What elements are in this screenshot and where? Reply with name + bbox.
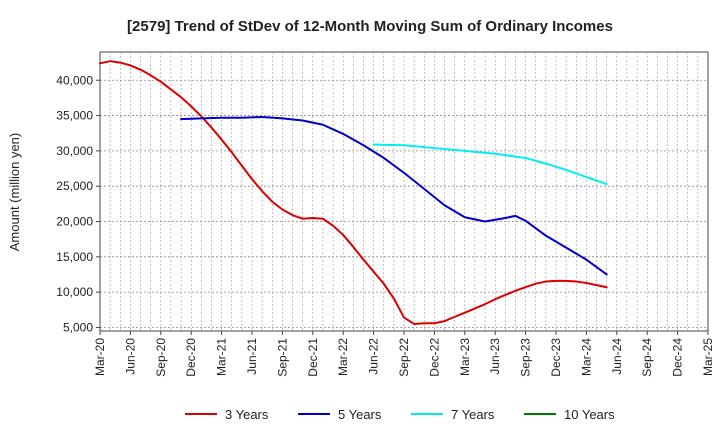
series-line-5-years [180, 115, 608, 276]
y-tick-label: 25,000 [56, 179, 93, 193]
gridlines [99, 51, 709, 332]
x-tick-label: Jun-24 [610, 338, 624, 375]
y-tick-label: 5,000 [63, 320, 93, 334]
legend-label-3-years: 3 Years [225, 407, 269, 422]
x-tick-label: Jun-21 [245, 338, 259, 375]
series-lines [99, 60, 608, 325]
x-tick-label: Mar-22 [336, 338, 350, 376]
y-tick-label: 20,000 [56, 215, 93, 229]
x-tick-label: Sep-23 [519, 338, 533, 377]
y-tick-label: 40,000 [56, 73, 93, 87]
x-tick-label: Dec-21 [306, 338, 320, 377]
x-tick-label: Mar-20 [93, 338, 107, 376]
x-tick-label: Dec-23 [549, 338, 563, 377]
x-tick-label: Jun-20 [123, 338, 137, 375]
legend-label-7-years: 7 Years [451, 407, 495, 422]
legend-label-10-years: 10 Years [564, 407, 615, 422]
y-tick-label: 15,000 [56, 250, 93, 264]
x-tick-label: Jun-22 [367, 338, 381, 375]
y-axis-label: Amount (million yen) [7, 133, 22, 252]
x-tick-label: Sep-20 [154, 338, 168, 377]
series-line-3-years [99, 60, 608, 325]
x-tick-label: Dec-20 [184, 338, 198, 377]
y-tick-label: 35,000 [56, 109, 93, 123]
chart-title: [2579] Trend of StDev of 12-Month Moving… [127, 18, 613, 35]
series-line-7-years [372, 143, 608, 186]
x-tick-label: Mar-25 [701, 338, 715, 376]
x-tick-label: Mar-23 [458, 338, 472, 376]
legend-label-5-years: 5 Years [338, 407, 382, 422]
x-tick-label: Mar-21 [215, 338, 229, 376]
x-tick-label: Mar-24 [579, 338, 593, 376]
y-tick-label: 30,000 [56, 144, 93, 158]
legend: 3 Years 5 Years 7 Years 10 Years [185, 407, 615, 422]
y-tick-label: 10,000 [56, 285, 93, 299]
x-tick-label: Dec-24 [671, 338, 685, 377]
x-tick-label: Dec-22 [427, 338, 441, 377]
x-tick-label: Sep-22 [397, 338, 411, 377]
x-tick-label: Jun-23 [488, 338, 502, 375]
axes: 5,000 10,000 15,000 20,000 25,000 30,000 35,00… [56, 73, 715, 377]
x-tick-label: Sep-21 [275, 338, 289, 377]
x-tick-label: Sep-24 [640, 338, 654, 377]
